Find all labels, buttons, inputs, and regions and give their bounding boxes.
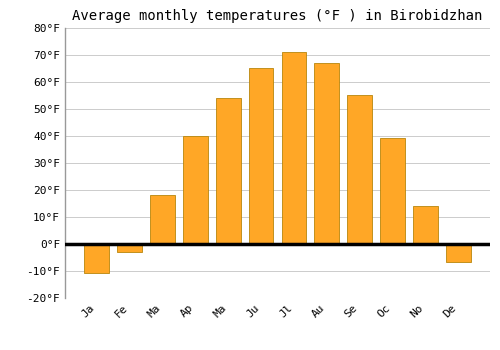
Bar (446, 244, 470, 262)
Bar (216, 98, 240, 244)
Bar (248, 69, 274, 244)
Title: Average monthly temperatures (°F ) in Birobidzhan: Average monthly temperatures (°F ) in Bi… (72, 9, 482, 23)
Bar (84, 244, 109, 273)
Bar (150, 195, 174, 244)
Bar (380, 139, 405, 244)
Bar (183, 136, 208, 244)
Bar (282, 52, 306, 244)
Bar (348, 95, 372, 244)
Bar (413, 206, 438, 244)
Bar (117, 244, 142, 252)
Bar (314, 63, 339, 244)
